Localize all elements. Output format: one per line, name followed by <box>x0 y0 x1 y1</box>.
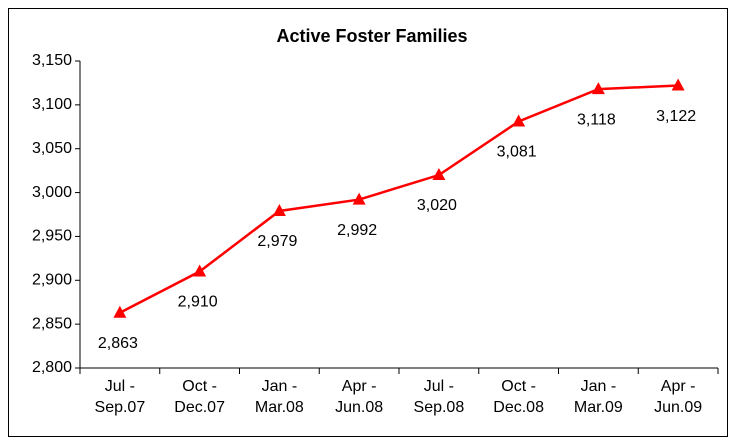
marker <box>432 168 446 181</box>
x-tick-label: Oct -Dec.08 <box>493 378 544 416</box>
x-tick-label: Jan -Mar.09 <box>574 378 623 416</box>
x-tick-label: Apr -Jun.09 <box>654 378 702 416</box>
y-tick-label: 3,000 <box>32 184 72 201</box>
x-tick-label: Jul -Sep.07 <box>95 378 146 416</box>
data-label: 3,122 <box>656 108 696 125</box>
x-tick-label: Apr -Jun.08 <box>335 378 383 416</box>
data-label: 2,910 <box>178 294 218 311</box>
line <box>119 84 679 314</box>
y-tick-label: 2,850 <box>32 315 72 332</box>
marker <box>591 82 605 95</box>
y-tick-label: 2,800 <box>32 359 72 376</box>
y-tick-label: 3,100 <box>32 96 72 113</box>
marker <box>113 305 127 318</box>
data-label: 3,118 <box>577 111 616 128</box>
data-label: 2,979 <box>257 233 297 250</box>
marker <box>512 114 526 127</box>
marker <box>352 192 366 205</box>
y-tick-label: 2,950 <box>32 228 72 245</box>
marker <box>193 264 207 277</box>
x-tick-label: Oct -Dec.07 <box>174 378 225 416</box>
marker <box>671 78 685 91</box>
x-tick-label: Jan -Mar.08 <box>255 378 304 416</box>
chart-title: Active Foster Families <box>276 26 467 46</box>
data-label: 3,081 <box>497 144 537 161</box>
marker <box>272 203 286 216</box>
data-label: 3,020 <box>417 197 457 214</box>
data-label: 2,992 <box>337 222 377 239</box>
y-tick-label: 3,150 <box>32 52 72 69</box>
x-tick-label: Jul -Sep.08 <box>414 378 465 416</box>
chart-frame <box>8 8 728 437</box>
data-label: 2,863 <box>98 335 138 352</box>
y-tick-label: 3,050 <box>32 140 72 157</box>
y-tick-label: 2,900 <box>32 272 72 289</box>
